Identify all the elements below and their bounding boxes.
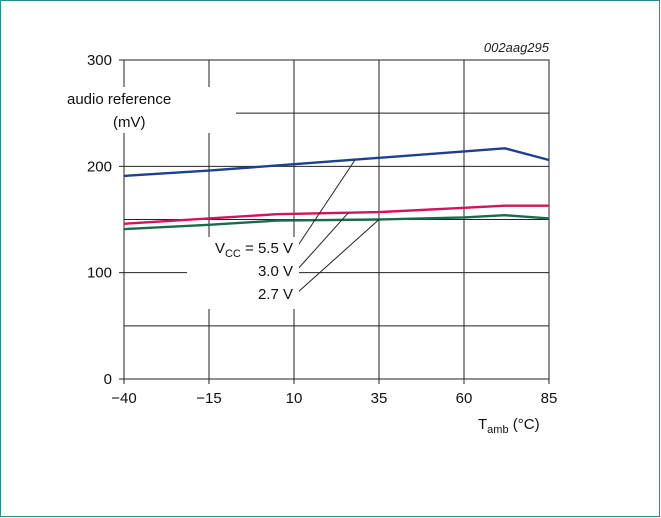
- y-tick-label: 100: [87, 265, 112, 282]
- series-line-2: [123, 204, 549, 225]
- y-tick-label: 0: [104, 371, 112, 388]
- plot-border: [123, 59, 550, 380]
- series-lines: [123, 147, 550, 231]
- y-axis-unit: (mV): [113, 114, 146, 131]
- x-tick-label: 85: [541, 390, 558, 407]
- y-axis-label-bg: [64, 87, 236, 133]
- x-tick-label: 35: [371, 390, 388, 407]
- series-leader-lines: [296, 159, 380, 294]
- x-axis-label: Tamb (°C): [478, 416, 540, 436]
- series-line-3: [123, 213, 550, 231]
- series-label: 3.0 V: [258, 263, 293, 280]
- series-label: 2.7 V: [258, 286, 293, 303]
- figure-id: 002aag295: [484, 40, 550, 55]
- axes: 0 100 200 300 −40 −15 10 35 60 85: [87, 52, 557, 407]
- y-axis-label: audio reference: [67, 91, 171, 108]
- x-tick-label: 10: [286, 390, 303, 407]
- series-label: VCC = 5.5 V: [215, 240, 293, 260]
- x-tick-label: −15: [196, 390, 221, 407]
- y-tick-label: 300: [87, 52, 112, 69]
- series-label-bg: [187, 237, 299, 309]
- x-tick-label: 60: [456, 390, 473, 407]
- y-tick-label: 200: [87, 158, 112, 175]
- leader-line: [296, 159, 356, 248]
- x-tick-label: −40: [111, 390, 136, 407]
- leader-line: [296, 219, 380, 294]
- labels: 002aag295 audio reference (mV) Tamb (°C) VCC…: [64, 40, 550, 436]
- leader-line: [296, 212, 349, 271]
- series-line-1: [123, 147, 550, 178]
